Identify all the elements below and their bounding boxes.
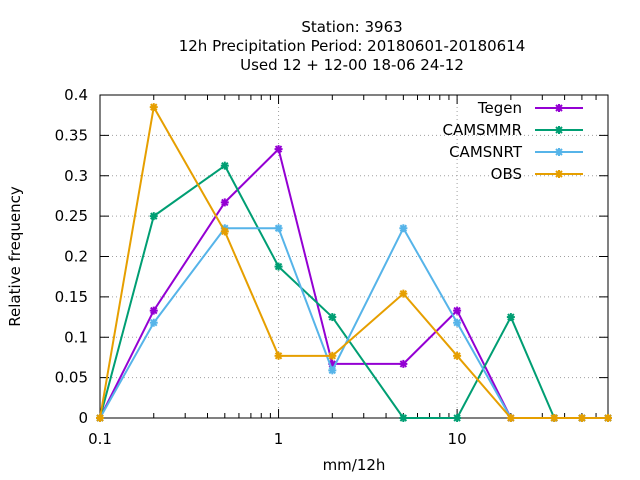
series-tegen	[96, 145, 612, 422]
series-camsmmr	[96, 161, 612, 422]
series-camsnrt	[96, 224, 612, 422]
data-point	[96, 414, 104, 422]
data-point	[453, 318, 462, 327]
series	[96, 103, 612, 422]
data-point	[328, 366, 337, 375]
data-point	[399, 224, 408, 233]
series-obs	[96, 103, 612, 422]
title-line: Station: 3963	[301, 18, 402, 36]
y-tick-label: 0.05	[55, 369, 88, 387]
data-point	[506, 414, 515, 422]
x-tick-label: 10	[448, 430, 467, 448]
grid	[100, 95, 608, 418]
y-tick-label: 0.3	[64, 167, 88, 185]
data-point	[399, 289, 408, 298]
series-line	[99, 106, 608, 419]
data-point	[149, 212, 158, 221]
title-line: 12h Precipitation Period: 20180601-20180…	[179, 37, 526, 55]
data-point	[555, 126, 563, 134]
y-tick-label: 0.35	[55, 126, 88, 144]
data-point	[220, 227, 229, 236]
legend-label: Tegen	[477, 99, 522, 117]
data-point	[220, 161, 229, 170]
data-point	[149, 103, 158, 112]
y-tick-label: 0	[78, 409, 88, 427]
data-point	[453, 414, 462, 422]
data-point	[274, 262, 283, 271]
data-point	[274, 145, 283, 154]
data-point	[555, 148, 563, 156]
y-axis-label: Relative frequency	[6, 186, 24, 327]
legend-label: CAMSNRT	[449, 143, 523, 161]
data-point	[555, 170, 563, 178]
axis-ticks: 0 0.05 0.1 0.15 0.2 0.25 0.3 0.35 0.4 0.1 1 10	[55, 86, 608, 448]
legend: Tegen CAMSMMR CAMSNRT OBS	[442, 99, 583, 183]
data-point	[453, 351, 462, 360]
y-tick-label: 0.25	[55, 207, 88, 225]
data-point	[577, 414, 586, 422]
data-point	[604, 414, 612, 422]
y-tick-label: 0.1	[64, 328, 88, 346]
data-point	[555, 104, 563, 112]
data-point	[149, 318, 158, 327]
data-point	[399, 359, 408, 368]
data-point	[274, 351, 283, 360]
x-tick-label: 1	[274, 430, 284, 448]
data-point	[328, 313, 337, 322]
data-point	[149, 306, 158, 315]
y-tick-label: 0.4	[64, 86, 88, 104]
legend-label: CAMSMMR	[442, 121, 522, 139]
x-axis-label: mm/12h	[323, 456, 386, 474]
data-point	[506, 313, 515, 322]
data-point	[328, 351, 337, 360]
data-point	[453, 306, 462, 315]
data-point	[550, 414, 559, 422]
data-point	[399, 414, 408, 422]
data-point	[220, 198, 229, 207]
x-tick-label: 0.1	[88, 430, 112, 448]
data-point	[274, 224, 283, 233]
y-tick-label: 0.15	[55, 288, 88, 306]
y-tick-label: 0.2	[64, 248, 88, 266]
title-line: Used 12 + 12-00 18-06 24-12	[240, 56, 464, 74]
legend-label: OBS	[491, 165, 522, 183]
